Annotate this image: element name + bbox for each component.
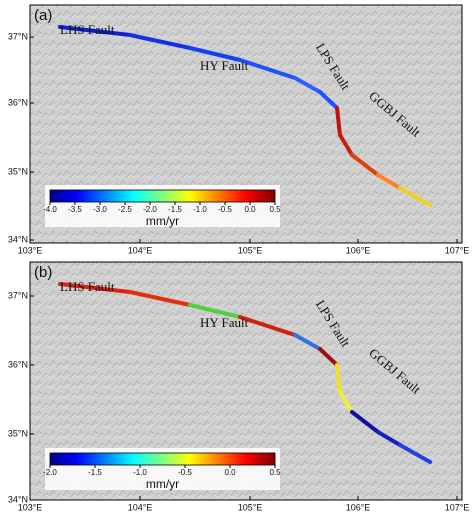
fault-segment: [128, 290, 192, 307]
x-tick-label: 103°E: [18, 502, 43, 512]
colorbar-unit: mm/yr: [146, 214, 179, 228]
fault-segment: [335, 106, 342, 137]
colorbar-tick-label: -2.0: [143, 205, 157, 214]
fault-segment: [58, 282, 132, 294]
colorbar-tick-label: -2.0: [43, 468, 57, 477]
colorbar-tick-label: -1.5: [88, 468, 102, 477]
y-tick-label: 37°N: [8, 31, 28, 41]
x-tick-label: 107°E: [445, 245, 470, 255]
colorbar: [49, 189, 276, 203]
fault-segment: [398, 186, 432, 207]
x-tick-label: 107°E: [445, 502, 470, 512]
x-tick-label: 106°E: [346, 502, 371, 512]
fault-segment: [338, 390, 354, 414]
y-tick-label: 34°N: [8, 494, 28, 504]
fault-segment: [188, 46, 242, 62]
fault-segment: [376, 430, 402, 447]
fault-label: LHS Fault: [60, 279, 115, 294]
fault-label: LHS Fault: [60, 22, 115, 37]
colorbar-tick-label: -1.0: [193, 205, 207, 214]
fault-segment: [318, 90, 339, 110]
fault-segment: [335, 363, 342, 394]
fault-segment: [238, 58, 297, 80]
colorbar-tick-label: -1.0: [133, 468, 147, 477]
colorbar-tick-label: -3.5: [68, 205, 82, 214]
colorbar-tick-label: -0.5: [218, 205, 232, 214]
y-tick-label: 35°N: [8, 428, 28, 438]
fault-segment: [128, 33, 192, 50]
colorbar-tick-label: -0.5: [178, 468, 192, 477]
fault-segment: [376, 173, 402, 190]
colorbar-tick-label: -1.5: [168, 205, 182, 214]
y-tick-label: 34°N: [8, 234, 28, 244]
colorbar-tick-label: 0.0: [244, 205, 256, 214]
fault-segment: [188, 303, 242, 319]
y-tick-label: 35°N: [8, 166, 28, 176]
fault-segment: [293, 333, 322, 351]
x-tick-label: 104°E: [128, 502, 153, 512]
colorbar-tick-label: 0.5: [269, 468, 281, 477]
x-tick-label: 104°E: [128, 245, 153, 255]
colorbar-tick-label: 0.5: [269, 205, 281, 214]
fault-label: HY Fault: [200, 315, 249, 330]
panel-label: (b): [34, 264, 52, 281]
y-tick-label: 37°N: [8, 290, 28, 300]
fault-segment: [238, 315, 297, 337]
colorbar-tick-label: -4.0: [43, 205, 57, 214]
colorbar-tick-label: -3.0: [93, 205, 107, 214]
fault-segment: [338, 133, 354, 157]
y-tick-label: 36°N: [8, 359, 28, 369]
fault-segment: [293, 76, 322, 94]
y-tick-label: 36°N: [8, 97, 28, 107]
x-tick-label: 105°E: [238, 245, 263, 255]
colorbar: [49, 452, 276, 466]
colorbar-unit: mm/yr: [146, 477, 179, 491]
fault-segment: [350, 410, 380, 434]
fault-segment: [398, 443, 432, 464]
colorbar-tick-label: -2.5: [118, 205, 132, 214]
fault-segment: [318, 347, 339, 367]
x-tick-label: 105°E: [238, 502, 263, 512]
x-tick-label: 103°E: [18, 245, 43, 255]
panel-label: (a): [34, 7, 52, 24]
fault-label: HY Fault: [200, 58, 249, 73]
x-tick-label: 106°E: [346, 245, 371, 255]
fault-segment: [350, 153, 380, 177]
fault-segment: [58, 25, 132, 37]
colorbar-tick-label: 0.0: [224, 468, 236, 477]
